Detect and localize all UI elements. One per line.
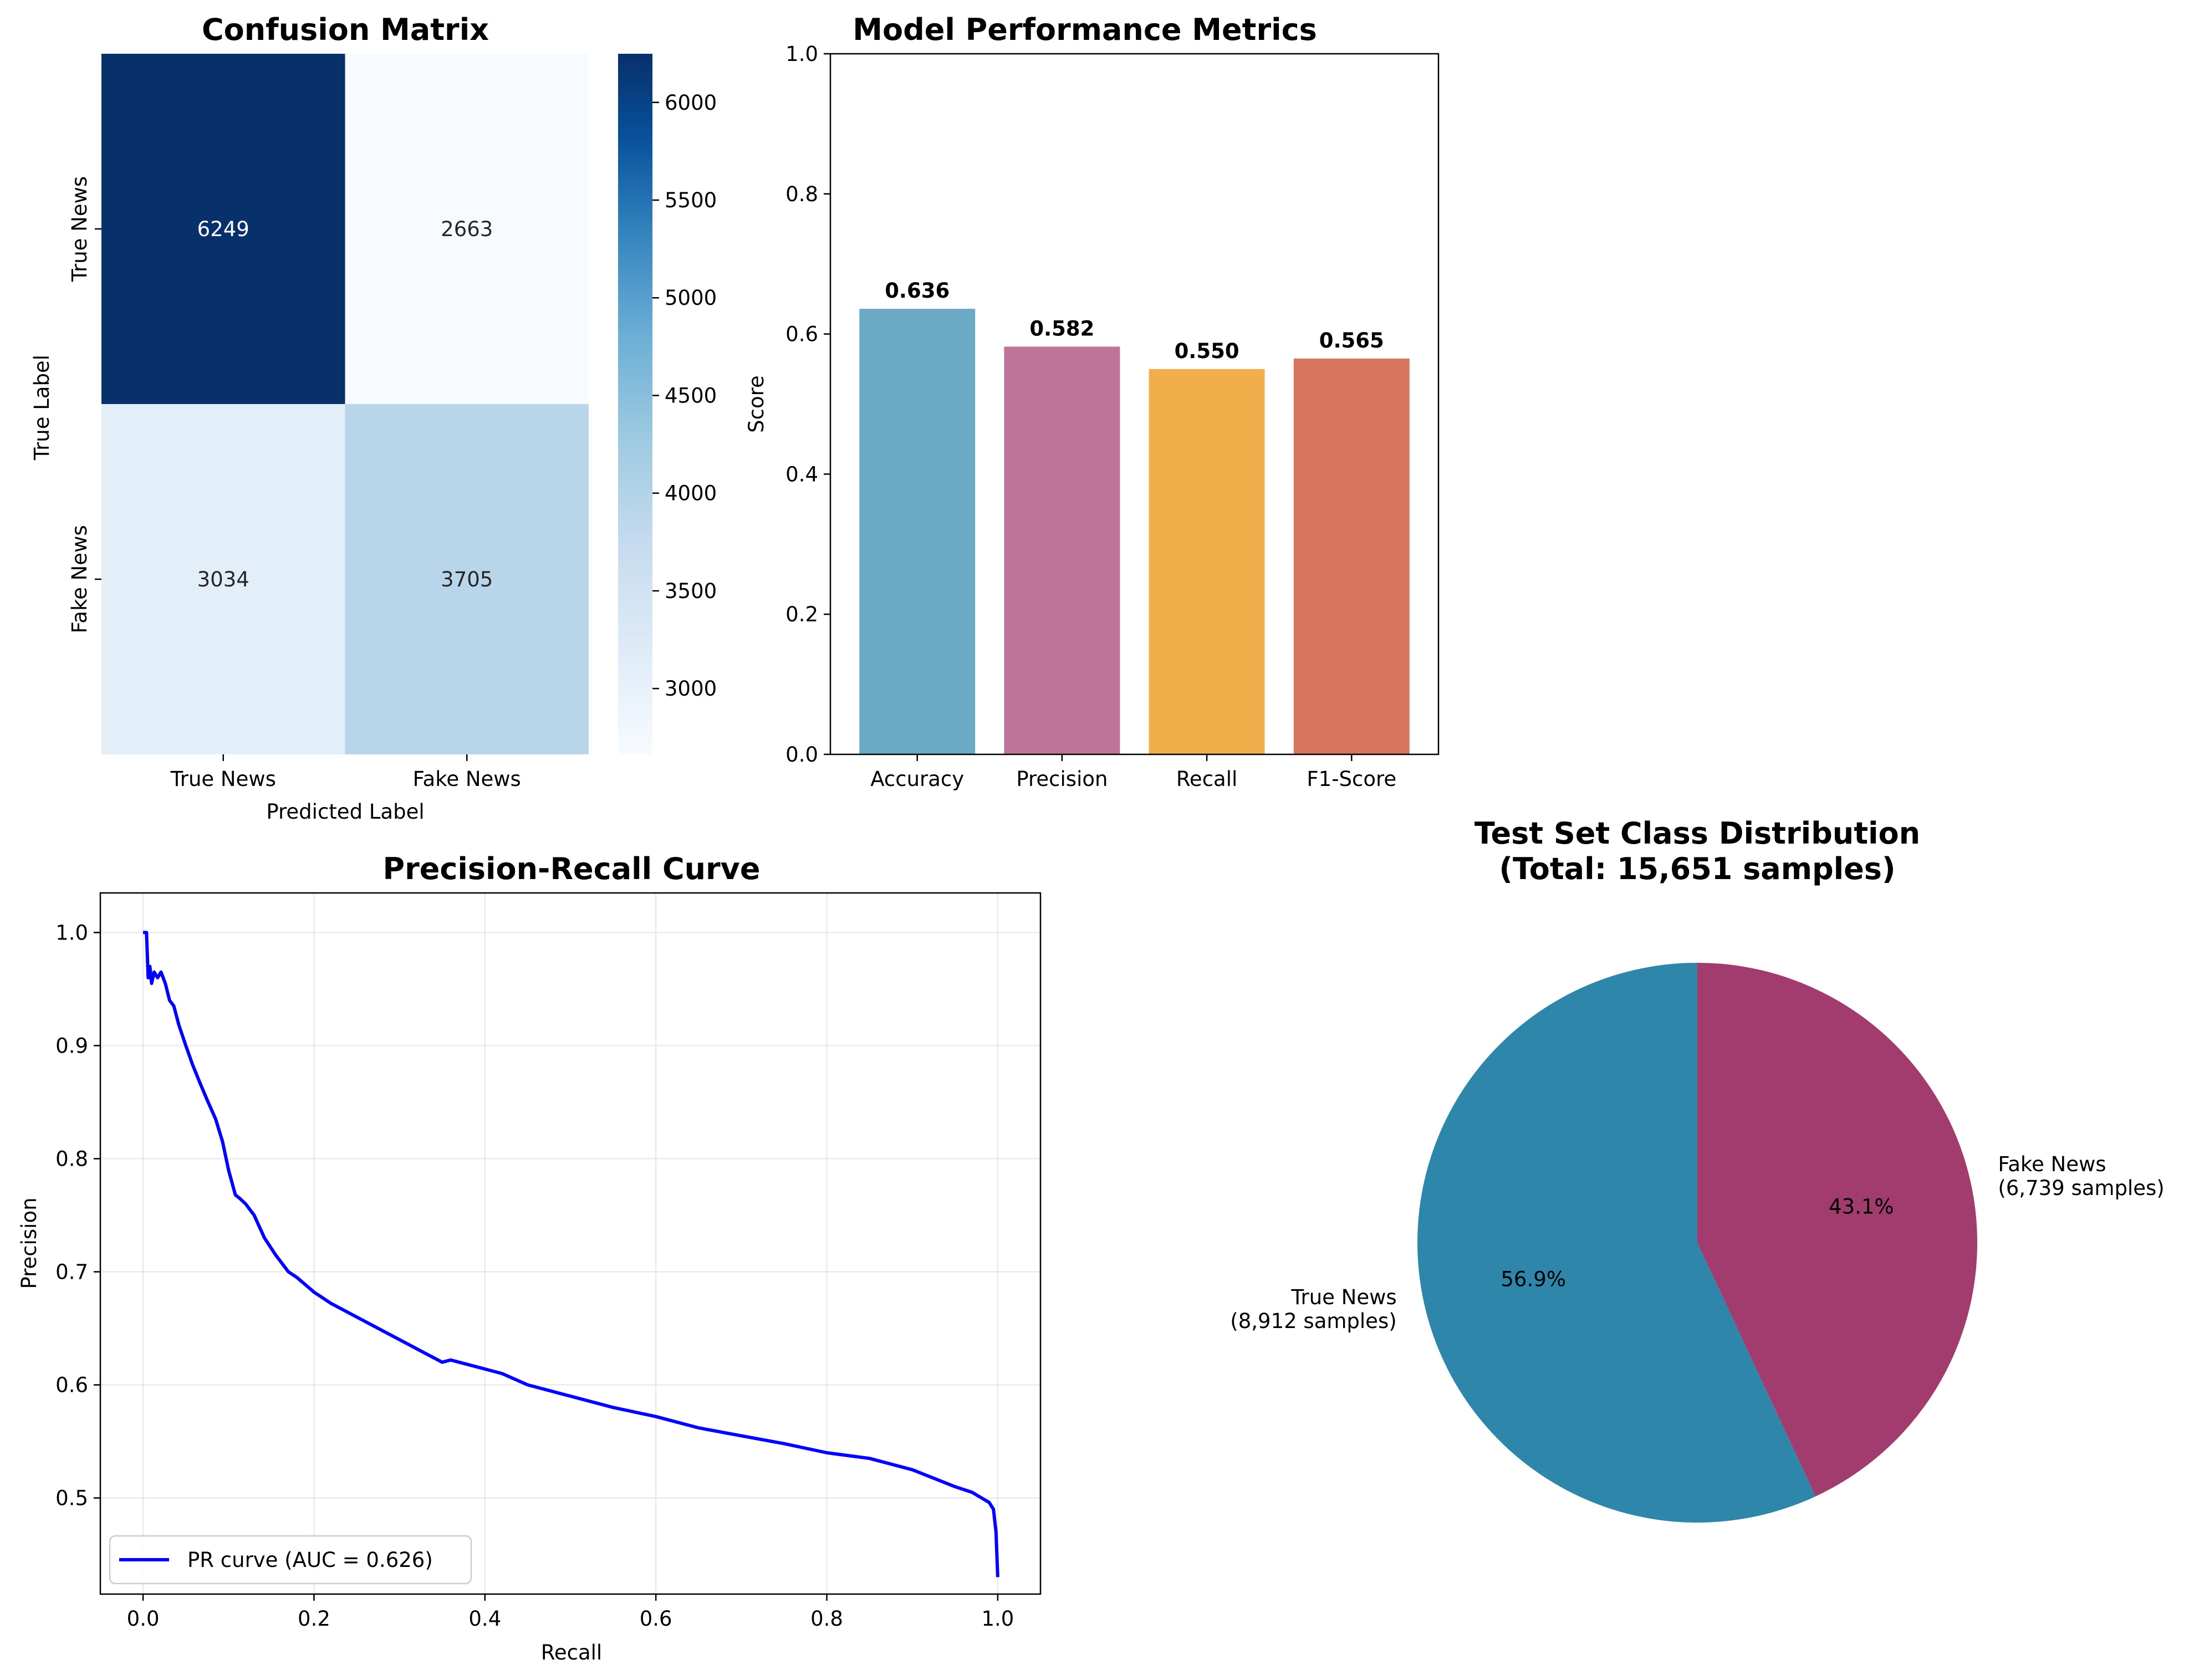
bar-value-label: 0.582 (1029, 316, 1094, 340)
bar-x-tick-label: Recall (1176, 767, 1237, 791)
bar-value-label: 0.550 (1175, 339, 1239, 363)
pr-x-tick-label: 0.2 (298, 1607, 330, 1631)
cm-cell (345, 404, 589, 754)
pie-title-line-1: Test Set Class Distribution (1474, 816, 1920, 851)
cm-cell (101, 404, 345, 754)
pr-curve-line (143, 931, 999, 1577)
bar-f1-score (1293, 358, 1410, 754)
bar-x-tick-label: Accuracy (870, 767, 964, 791)
legend-label: PR curve (AUC = 0.626) (187, 1548, 433, 1572)
confusion-matrix-chart: Confusion Matrix 6249 2663 3034 3705 True N… (30, 12, 717, 824)
pr-y-tick-label: 0.5 (55, 1487, 88, 1510)
bar-chart-y-ticks: 0.0 0.2 0.4 0.6 0.8 1.0 (785, 42, 830, 767)
pr-chart-y-ticks: 0.5 0.6 0.7 0.8 0.9 1.0 (55, 921, 100, 1510)
pr-chart-legend: PR curve (AUC = 0.626) (109, 1535, 472, 1585)
bar-chart-x-ticks: Accuracy Precision Recall F1-Score (870, 754, 1396, 791)
bar-y-tick-label: 0.6 (785, 323, 818, 346)
cm-x-tick-label: Fake News (413, 767, 521, 791)
pie-slice-sublabel: (6,739 samples) (1998, 1176, 2164, 1200)
colorbar (618, 54, 652, 754)
bar-chart-bars: 0.636 0.582 0.550 0.565 (859, 279, 1410, 754)
bar-y-tick-label: 1.0 (785, 42, 818, 66)
bar-value-label: 0.565 (1319, 329, 1384, 353)
bar-chart-ylabel: Score (744, 375, 768, 433)
bar-chart-frame (829, 53, 1440, 755)
pr-x-tick-label: 0.6 (640, 1607, 672, 1631)
confusion-matrix-cells: 6249 2663 3034 3705 (101, 54, 589, 754)
colorbar-ticks: 3000 3500 4000 4500 5000 5500 6000 (652, 91, 717, 701)
pr-y-tick-label: 0.8 (55, 1147, 88, 1171)
bar-y-tick-label: 0.4 (785, 462, 818, 486)
pr-x-tick-label: 0.4 (468, 1607, 501, 1631)
pr-x-tick-label: 1.0 (981, 1607, 1014, 1631)
colorbar-tick-label: 4500 (665, 384, 717, 407)
pr-chart-title: Precision-Recall Curve (383, 851, 761, 886)
pr-y-tick-label: 0.7 (55, 1260, 88, 1284)
pr-chart-x-ticks: 0.0 0.2 0.4 0.6 0.8 1.0 (127, 1594, 1014, 1631)
pr-chart-frame (99, 892, 1042, 1595)
colorbar-tick-label: 4000 (665, 482, 717, 505)
pie-slice-fake-news (1697, 963, 1978, 1497)
confusion-matrix-ylabel: True Label (30, 355, 54, 461)
colorbar-tick-label: 6000 (665, 91, 717, 115)
cm-cell-value: 2663 (441, 217, 493, 241)
cm-cell (101, 54, 345, 404)
bar-y-tick-label: 0.0 (785, 743, 818, 767)
bar-y-tick-label: 0.8 (785, 182, 818, 206)
pr-y-tick-label: 0.6 (55, 1373, 88, 1397)
pie-slice-label: True News (1290, 1285, 1396, 1309)
pie-slice-sublabel: (8,912 samples) (1230, 1309, 1396, 1333)
pie-slices: 56.9% True News(8,912 samples) 43.1% Fake N… (1230, 963, 2165, 1523)
bar-x-tick-label: F1-Score (1307, 767, 1396, 791)
pr-chart-xlabel: Recall (541, 1641, 602, 1664)
pie-pct-label: 56.9% (1501, 1268, 1566, 1291)
cm-cell (345, 54, 589, 404)
confusion-matrix-x-ticks: True News Fake News (170, 754, 521, 791)
bar-value-label: 0.636 (885, 279, 950, 303)
bar-accuracy (859, 309, 976, 754)
cm-y-tick-label: True News (68, 176, 91, 282)
colorbar-tick-label: 3000 (665, 677, 717, 701)
legend-box (109, 1535, 472, 1585)
pie-slice-label: Fake News (1998, 1152, 2106, 1176)
pr-chart-grid (100, 893, 1040, 1594)
cm-cell-value: 3034 (197, 568, 249, 591)
confusion-matrix-y-ticks: True News Fake News (68, 176, 101, 634)
bar-recall (1149, 369, 1265, 754)
colorbar-tick-label: 5500 (665, 188, 717, 212)
class-distribution-pie-chart: Test Set Class Distribution (Total: 15,6… (1230, 816, 2165, 1523)
pie-slice-true-news (1417, 963, 1816, 1523)
pr-y-tick-label: 0.9 (55, 1034, 88, 1058)
bar-x-tick-label: Precision (1016, 767, 1108, 791)
colorbar-tick-label: 5000 (665, 286, 717, 310)
pr-chart-ylabel: Precision (17, 1197, 41, 1289)
cm-cell-value: 3705 (441, 568, 493, 591)
pie-title-line-2: (Total: 15,651 samples) (1499, 851, 1895, 886)
confusion-matrix-title: Confusion Matrix (202, 12, 489, 47)
pr-x-tick-label: 0.8 (810, 1607, 843, 1631)
cm-x-tick-label: True News (170, 767, 276, 791)
bar-chart-title: Model Performance Metrics (853, 12, 1317, 47)
cm-y-tick-label: Fake News (68, 525, 91, 633)
colorbar-tick-label: 3500 (665, 579, 717, 603)
confusion-matrix-xlabel: Predicted Label (266, 800, 424, 824)
bar-precision (1004, 346, 1120, 754)
bar-y-tick-label: 0.2 (785, 602, 818, 626)
performance-bar-chart: Model Performance Metrics 0.636 0.582 0.55… (744, 12, 1440, 791)
precision-recall-chart: Precision-Recall Curve 0.0 0.2 0.4 0.6 0.8 1.… (17, 851, 1042, 1664)
pie-pct-label: 43.1% (1829, 1194, 1894, 1218)
pr-x-tick-label: 0.0 (127, 1607, 160, 1631)
pr-y-tick-label: 1.0 (55, 921, 88, 944)
cm-cell-value: 6249 (197, 217, 249, 241)
